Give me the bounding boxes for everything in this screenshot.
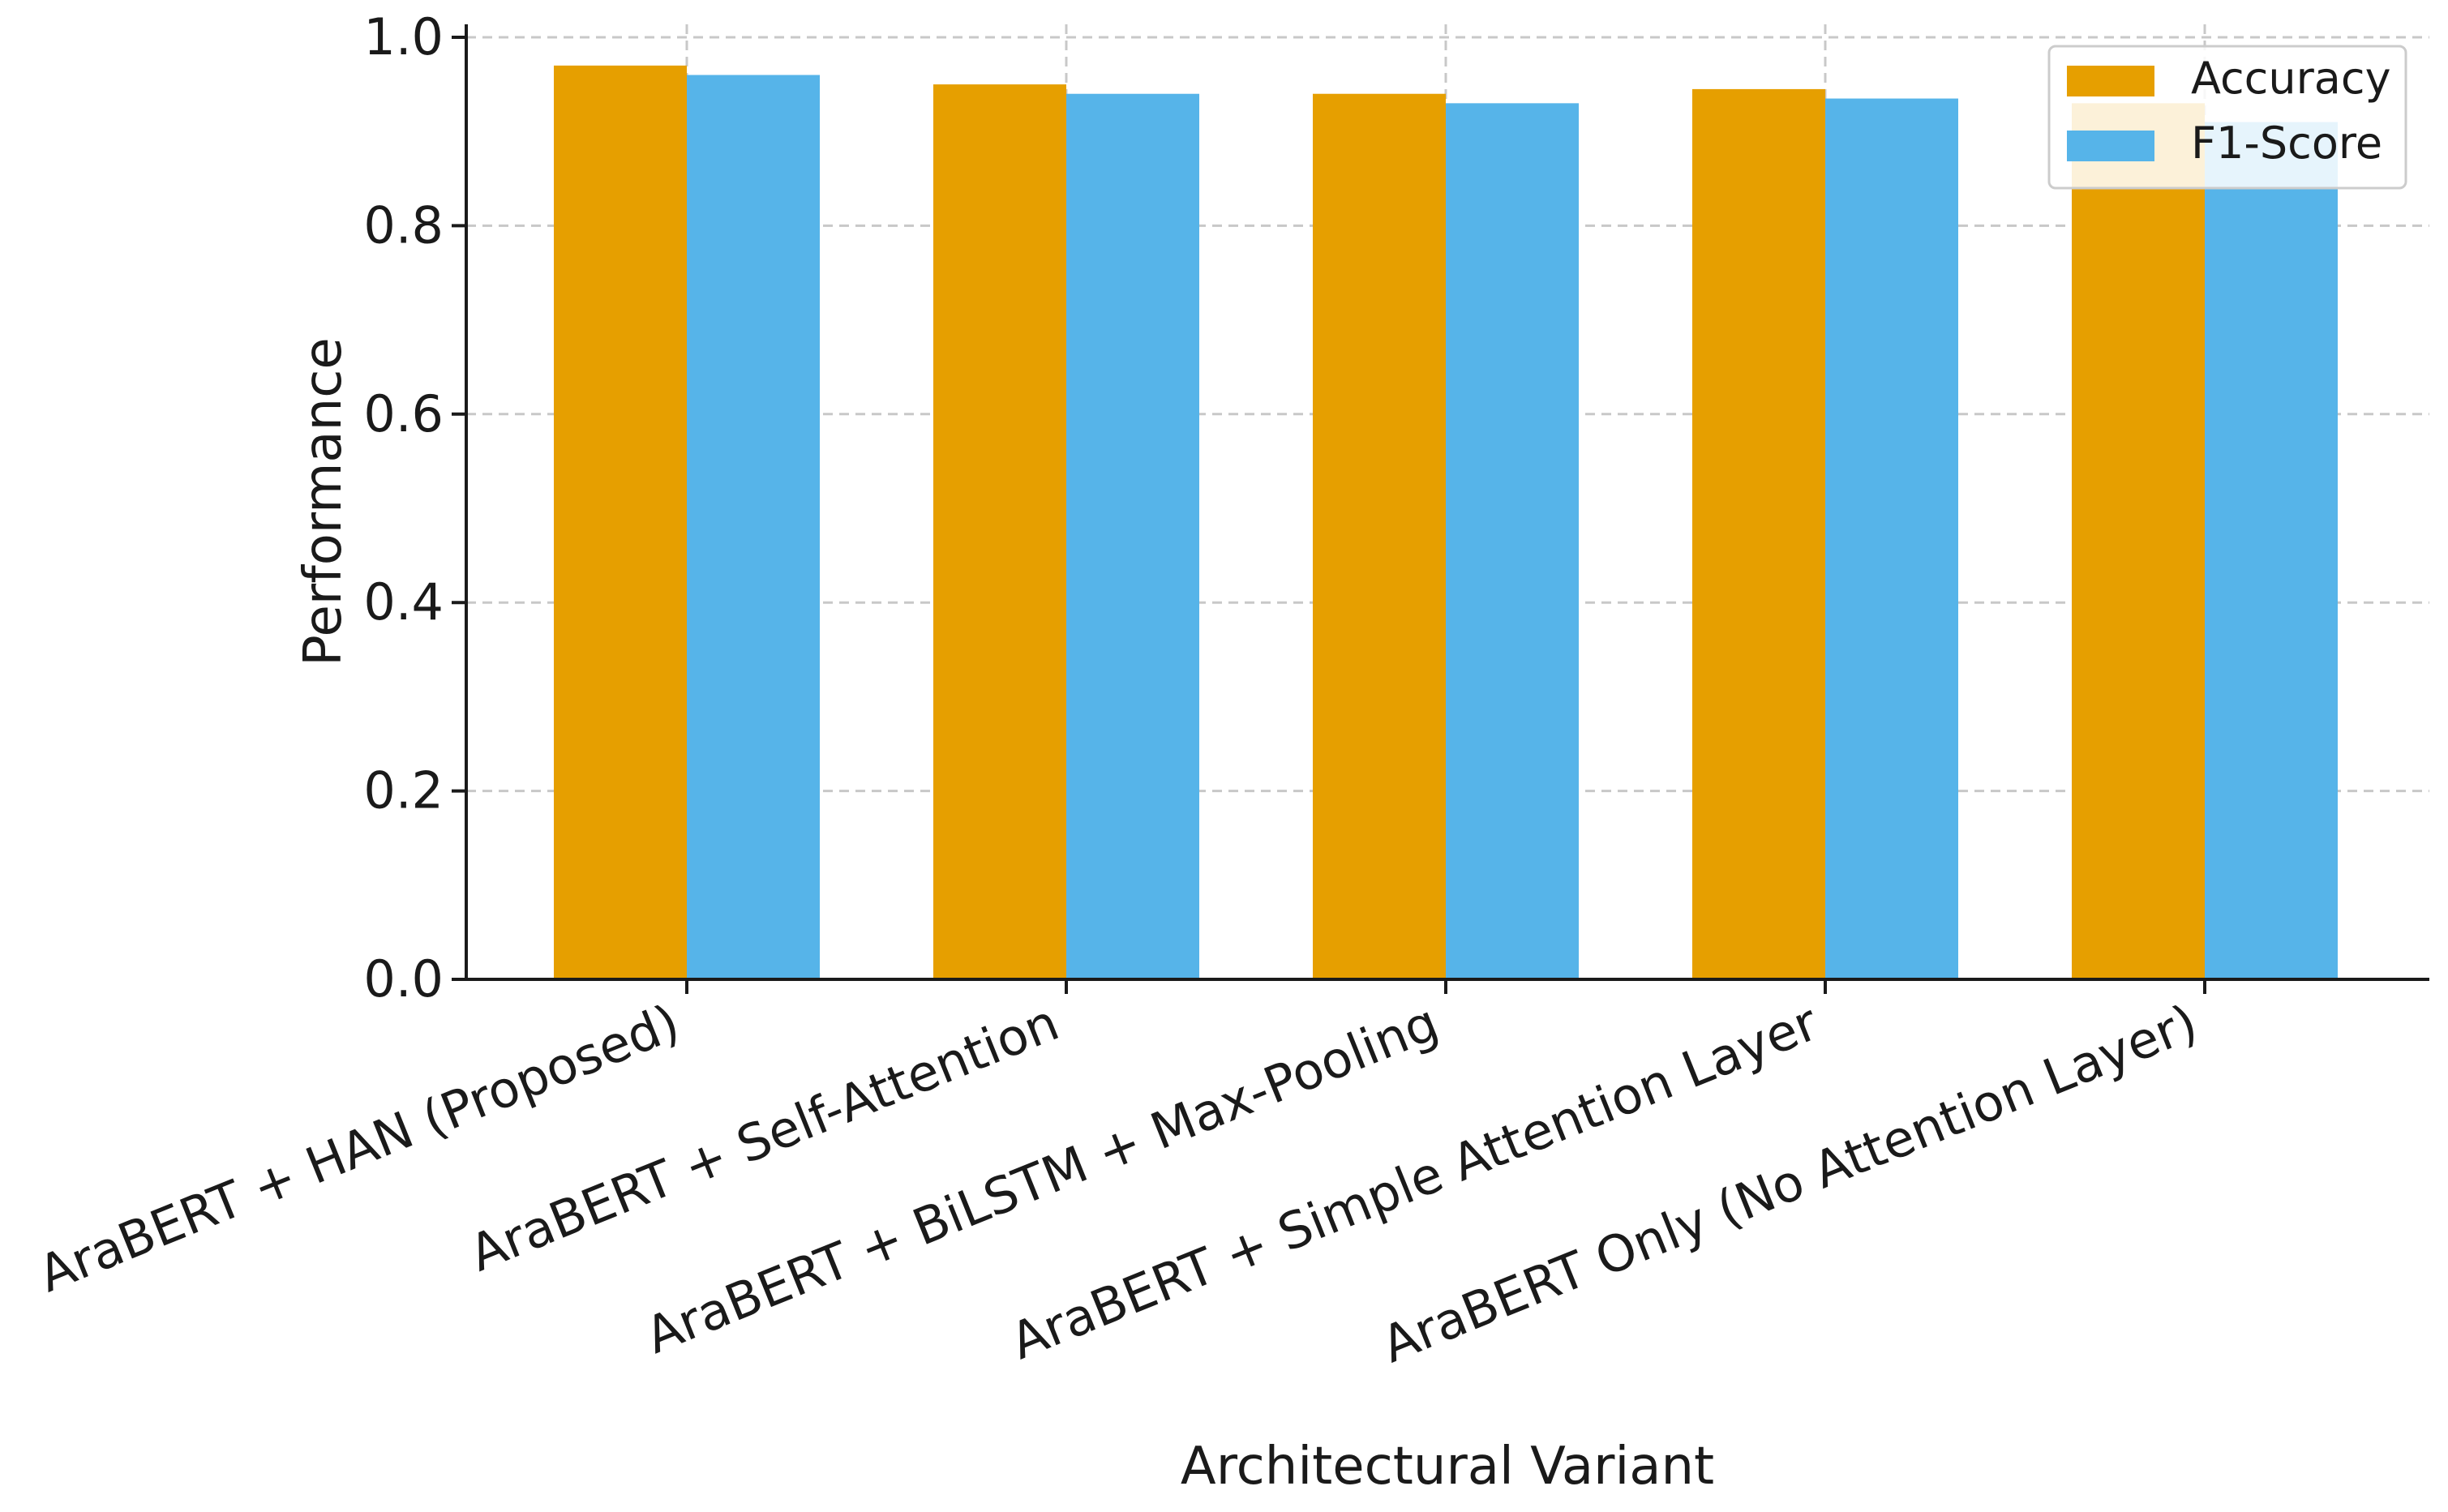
x-tick-label: AraBERT + Self-Attention: [461, 992, 1067, 1283]
accuracy-bar: [1692, 88, 1825, 979]
accuracy-bar: [933, 84, 1066, 980]
legend-label-accuracy: Accuracy: [2191, 53, 2391, 104]
f1-score-bar: [687, 75, 820, 980]
y-tick-label: 0.8: [363, 195, 444, 255]
axes: 0.0 0.2 0.4 0.6 0.8 1.0 AraBERT + HAN (Propose…: [30, 7, 2429, 1374]
y-tick-label: 0.2: [363, 761, 444, 820]
legend-swatch-f1-score: [2067, 131, 2154, 161]
bars: [554, 65, 2338, 980]
legend-swatch-accuracy: [2067, 66, 2154, 96]
accuracy-bar: [1313, 93, 1446, 980]
f1-score-bar: [1066, 93, 1199, 980]
y-tick-label: 0.4: [363, 572, 444, 632]
y-tick-label: 0.6: [363, 384, 444, 443]
y-tick-label: 0.0: [363, 949, 444, 1009]
x-axis-title: Architectural Variant: [1181, 1437, 1714, 1497]
f1-score-bar: [2205, 122, 2338, 980]
y-tick-label: 1.0: [363, 7, 444, 66]
f1-score-bar: [1446, 103, 1579, 980]
legend: Accuracy F1-Score: [2047, 45, 2407, 190]
x-tick-label: AraBERT + HAN (Proposed): [30, 992, 687, 1304]
accuracy-bar: [554, 65, 687, 980]
accuracy-bar: [2072, 103, 2205, 980]
y-axis-title: Performance: [294, 337, 354, 666]
f1-score-bar: [1825, 98, 1958, 979]
legend-label-f1-score: F1-Score: [2191, 118, 2382, 169]
